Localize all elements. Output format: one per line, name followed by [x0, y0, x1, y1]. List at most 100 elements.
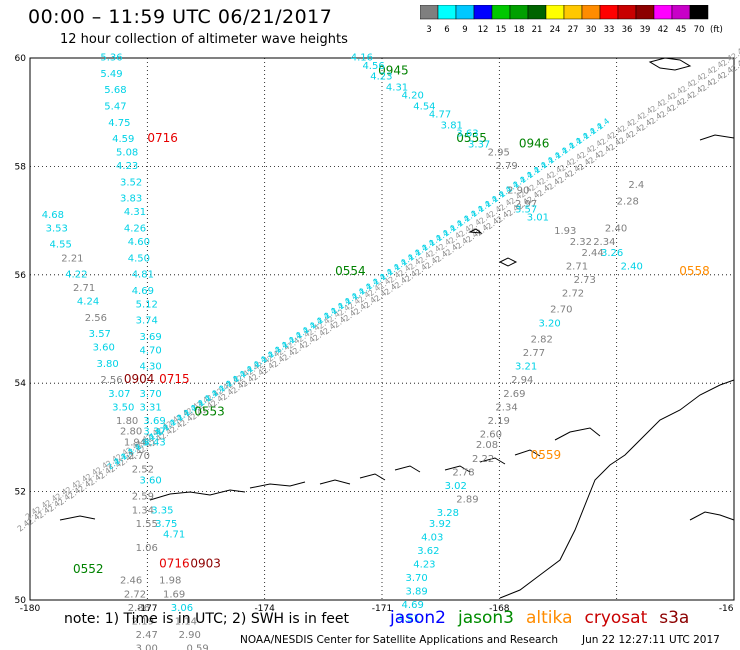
wave-height-label: 3.60: [140, 475, 162, 486]
scale-swatch: [545, 5, 565, 20]
wave-height-label: 3.75: [155, 519, 177, 530]
lat-tick-label: 58: [15, 162, 27, 172]
wave-height-label: 3.20: [538, 318, 560, 329]
lat-tick-label: 52: [15, 488, 26, 498]
wave-height-label: 3.52: [120, 177, 142, 188]
scale-swatch: [527, 5, 547, 20]
pass-time-label: 0716: [147, 131, 178, 145]
wave-height-label: 4.71: [163, 530, 185, 541]
wave-height-label: 4.70: [140, 345, 162, 356]
wave-height-label: 1.55: [136, 519, 158, 530]
map-grid: [29, 57, 735, 601]
legend-altika: altika: [526, 608, 573, 628]
kodiak-coast: [689, 511, 735, 521]
legend-jason3: jason3: [458, 608, 514, 628]
wave-height-label: 3.28: [437, 508, 459, 519]
wave-height-label: 1.69: [163, 589, 185, 600]
track-tick: 2.4: [730, 59, 740, 74]
scale-label: 18: [514, 25, 525, 35]
wave-height-label: 2.71: [566, 261, 588, 272]
page-subtitle: 12 hour collection of altimeter wave hei…: [60, 32, 348, 47]
scale-swatch: [617, 5, 637, 20]
wave-height-label: 2.40: [605, 223, 627, 234]
wave-height-label: 2.28: [617, 196, 639, 207]
pass-time-label: 0559: [531, 448, 562, 462]
legend-jason2: jason2: [390, 608, 446, 628]
wave-height-label: 2.82: [531, 335, 553, 346]
coastline: [59, 57, 735, 599]
wave-height-label: 1.93: [554, 226, 576, 237]
wave-height-label: 3.57: [89, 329, 111, 340]
wave-height-label: 2.52: [132, 465, 154, 476]
wave-height-label: 2.72: [124, 589, 146, 600]
wave-height-label: 2.08: [476, 440, 498, 451]
wave-height-label: 4.75: [108, 118, 130, 129]
wave-height-label: 2.34: [593, 237, 615, 248]
scale-label: 70: [694, 25, 705, 35]
legend-cryosat: cryosat: [584, 608, 648, 628]
wave-height-label: 3.70: [405, 573, 427, 584]
scale-label: 9: [462, 25, 467, 35]
lon-tick-label: -16: [719, 604, 734, 614]
wave-height-label: 4.55: [50, 240, 72, 251]
wave-height-label: 2.70: [128, 451, 150, 462]
wave-height-label: 3.00: [136, 643, 158, 650]
wave-height-label: 2.78: [452, 467, 474, 478]
wave-height-label: 3.26: [601, 248, 623, 259]
wave-height-label: 4.20: [402, 91, 424, 102]
lon-tick-label: -168: [489, 604, 510, 614]
aleutian-islands-west: [59, 489, 246, 521]
pass-time-label: 0946: [519, 136, 550, 150]
saint-matthew-island: [648, 57, 692, 71]
wave-height-label: 3.83: [120, 194, 142, 205]
wave-height-label: 3.53: [46, 223, 68, 234]
wave-height-label: 2.46: [120, 576, 142, 587]
wave-height-label: 2.69: [503, 389, 525, 400]
aleutian-islands-central: [249, 465, 421, 489]
wave-height-label: 3.63: [456, 129, 478, 140]
wave-height-label: 5.08: [116, 148, 138, 159]
track-c: 2.42.42.42.42.42.42.42.42.42.42.42.42.42…: [106, 117, 612, 472]
wave-height-label: 3.80: [96, 359, 118, 370]
axis-labels: 60 58 56 54 52 50-180 -177 -174 -171 -168 -16: [15, 54, 734, 614]
scale-label: 6: [444, 25, 449, 35]
wave-height-labels: 5.36 5.49 5.68 5.47 4.75 4.59 0716 5.08 4.23 3.52…: [42, 53, 710, 650]
lat-tick-label: 56: [15, 271, 27, 281]
wave-height-label: 4.22: [65, 270, 87, 281]
scale-label: 39: [640, 25, 651, 35]
wave-height-label: 3.31: [140, 402, 162, 413]
wave-height-label: 3.50: [112, 402, 134, 413]
wave-height-label: 2.79: [495, 161, 517, 172]
wave-height-label: 1.80: [116, 416, 138, 427]
wave-height-label: 4.68: [42, 210, 64, 221]
pass-time-label: 0904: [124, 372, 155, 386]
wave-height-label: 2.19: [488, 416, 510, 427]
wave-height-label: 2.90: [179, 630, 201, 641]
wave-height-label: 1.94: [124, 438, 146, 449]
wave-height-label: 3.43: [143, 438, 165, 449]
wave-height-label: 4.26: [124, 223, 146, 234]
lat-tick-label: 60: [15, 54, 27, 64]
wave-height-label: 4.30: [140, 362, 162, 373]
scale-swatch: [599, 5, 619, 20]
wave-height-label: 1.98: [159, 576, 181, 587]
wave-height-label: 3.81: [441, 120, 463, 131]
wave-height-label: 4.56: [362, 61, 384, 72]
wave-height-label: 4.16: [351, 53, 373, 64]
scale-swatch: [581, 5, 601, 20]
scale-unit: (ft): [710, 25, 723, 35]
color-scale: 3 6 9 12 15 18 21 24 27 30 33 36 39 42 45 70 (ft): [420, 5, 723, 35]
scale-label: 3: [426, 25, 431, 35]
lon-tick-label: -180: [20, 604, 41, 614]
wave-height-label: 4.23: [413, 559, 435, 570]
wave-height-label: 2.71: [73, 283, 95, 294]
wave-height-label: 2.73: [574, 275, 596, 286]
scale-label: 24: [550, 25, 561, 35]
pass-time-label: 0555: [456, 131, 487, 145]
scale-label: 45: [676, 25, 687, 35]
footnote: note: 1) Time is in UTC; 2) SWH is in fe…: [64, 611, 350, 627]
pribilof-islands: [468, 228, 518, 267]
wave-height-label: 5.36: [100, 53, 122, 64]
wave-height-label: 1.06: [136, 543, 158, 554]
scale-label: 36: [622, 25, 633, 35]
